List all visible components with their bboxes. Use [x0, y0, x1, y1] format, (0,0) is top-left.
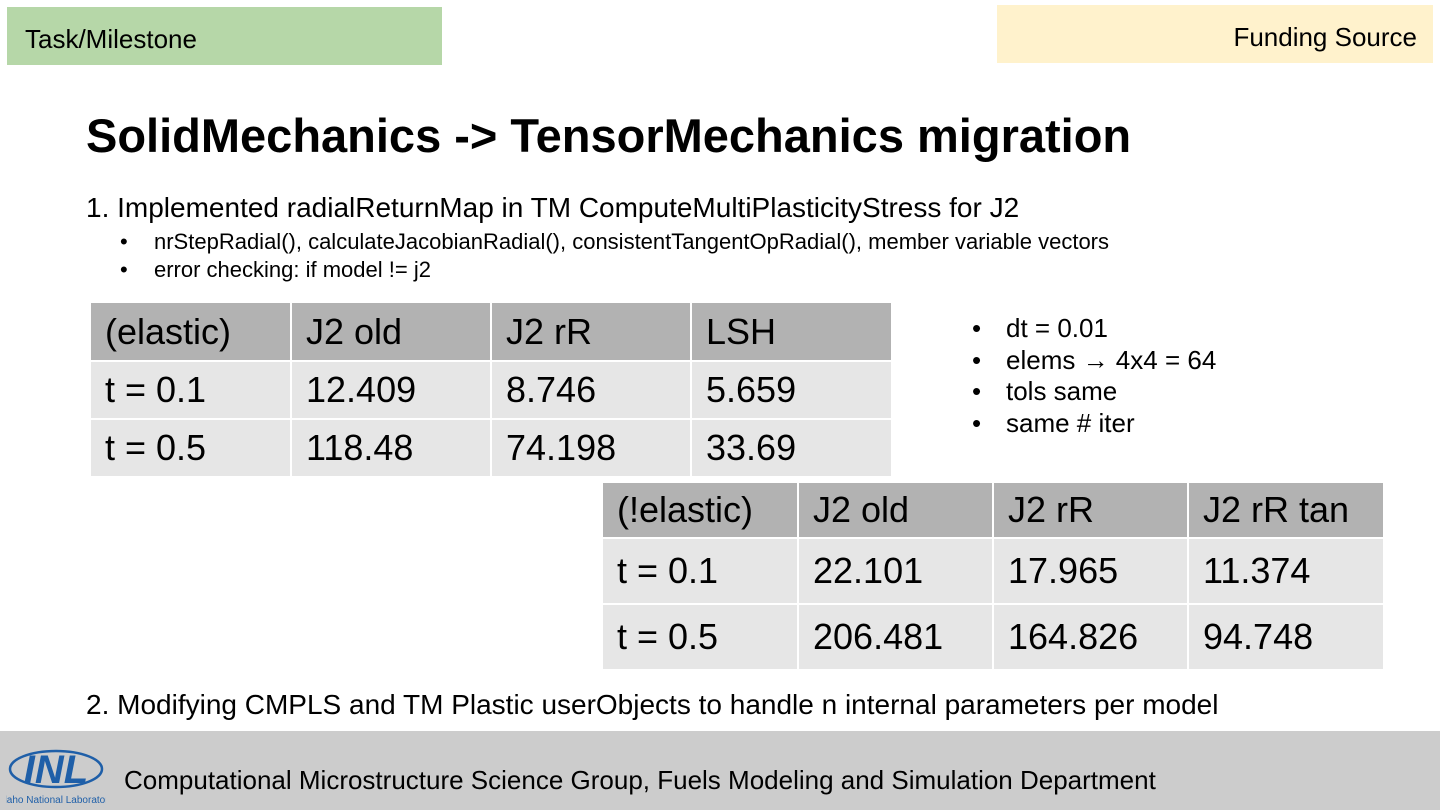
note-item: same # iter: [972, 408, 1216, 440]
table-cell: t = 0.1: [603, 538, 798, 605]
header-cell: (elastic): [91, 303, 291, 362]
simulation-notes: dt = 0.01 elems → 4x4 = 64 tols same sam…: [972, 313, 1216, 439]
note-item: tols same: [972, 376, 1216, 408]
table-cell: 33.69: [690, 419, 891, 478]
item-1-subitems: nrStepRadial(), calculateJacobianRadial(…: [120, 228, 1109, 284]
table-row: t = 0.5 118.48 74.198 33.69: [91, 419, 891, 478]
logo-subtext: Idaho National Laboratory: [6, 795, 106, 806]
table-cell: t = 0.5: [603, 604, 798, 671]
table-row: t = 0.1 22.101 17.965 11.374: [603, 538, 1383, 605]
header-cell: J2 rR: [992, 483, 1188, 539]
elastic-results-table: (elastic) J2 old J2 rR LSH t = 0.1 12.40…: [91, 303, 891, 478]
footer-text: Computational Microstructure Science Gro…: [124, 765, 1156, 795]
table-cell: t = 0.5: [91, 419, 291, 478]
table-cell: 12.409: [290, 361, 491, 420]
note-item: elems → 4x4 = 64: [972, 345, 1216, 377]
table-cell: 164.826: [992, 604, 1188, 671]
header-cell: (!elastic): [603, 483, 798, 539]
header-cell: J2 rR tan: [1187, 483, 1383, 539]
table-header-row: (elastic) J2 old J2 rR LSH: [91, 303, 891, 362]
slide-title: SolidMechanics -> TensorMechanics migrat…: [86, 109, 1132, 162]
table-cell: 74.198: [490, 419, 691, 478]
header-cell: J2 old: [797, 483, 993, 539]
table-row: t = 0.5 206.481 164.826 94.748: [603, 604, 1383, 671]
subitem: error checking: if model != j2: [120, 256, 1109, 284]
item-2-text: 2. Modifying CMPLS and TM Plastic userOb…: [86, 689, 1219, 720]
funding-source-tag: Funding Source: [997, 5, 1433, 63]
header-cell: LSH: [690, 303, 891, 362]
table-cell: 17.965: [992, 538, 1188, 605]
table-cell: t = 0.1: [91, 361, 291, 420]
inl-logo: INL Idaho National Laboratory: [6, 748, 106, 806]
header-cell: J2 rR: [490, 303, 691, 362]
table-cell: 11.374: [1187, 538, 1383, 605]
table-cell: 5.659: [690, 361, 891, 420]
table-cell: 118.48: [290, 419, 491, 478]
table-cell: 94.748: [1187, 604, 1383, 671]
table-cell: 8.746: [490, 361, 691, 420]
table-cell: 22.101: [797, 538, 993, 605]
table-cell: 206.481: [797, 604, 993, 671]
plastic-results-table: (!elastic) J2 old J2 rR J2 rR tan t = 0.…: [603, 483, 1383, 671]
task-milestone-tag: Task/Milestone: [7, 7, 442, 65]
note-item: dt = 0.01: [972, 313, 1216, 345]
item-1-text: 1. Implemented radialReturnMap in TM Com…: [86, 192, 1020, 223]
logo-text: INL: [24, 748, 88, 792]
subitem: nrStepRadial(), calculateJacobianRadial(…: [120, 228, 1109, 256]
table-header-row: (!elastic) J2 old J2 rR J2 rR tan: [603, 483, 1383, 539]
footer-bar: INL Idaho National Laboratory Computatio…: [0, 731, 1440, 810]
table-row: t = 0.1 12.409 8.746 5.659: [91, 361, 891, 420]
header-cell: J2 old: [290, 303, 491, 362]
